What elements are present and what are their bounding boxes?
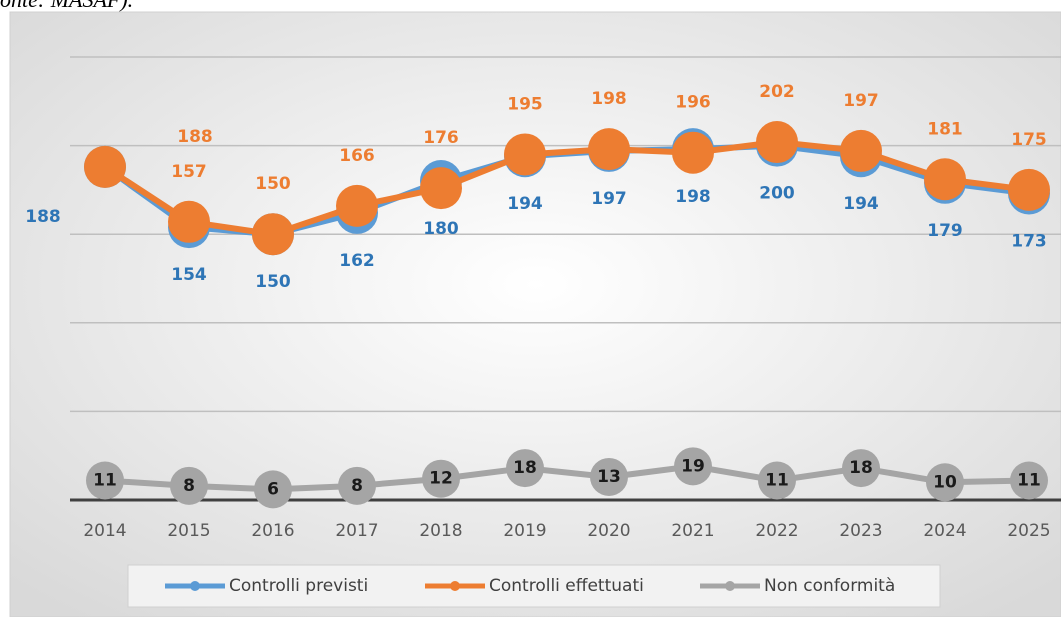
data-label: 196 bbox=[675, 93, 711, 113]
data-label: 181 bbox=[927, 119, 963, 139]
marker bbox=[254, 470, 292, 509]
data-label: 194 bbox=[843, 194, 879, 214]
legend-marker bbox=[725, 581, 735, 591]
x-tick-label: 2019 bbox=[503, 521, 546, 541]
data-label: 19 bbox=[681, 456, 705, 476]
data-label: 197 bbox=[843, 91, 879, 111]
data-label: 188 bbox=[25, 207, 61, 227]
marker bbox=[84, 145, 126, 188]
x-tick-label: 2014 bbox=[83, 521, 126, 541]
chart-panel bbox=[9, 11, 1061, 617]
marker bbox=[840, 129, 882, 172]
marker bbox=[842, 449, 880, 488]
x-tick-label: 2021 bbox=[671, 521, 714, 541]
x-tick-label: 2017 bbox=[335, 521, 378, 541]
data-label: 11 bbox=[1017, 471, 1041, 491]
marker bbox=[674, 447, 712, 486]
marker bbox=[588, 128, 630, 171]
x-tick-label: 2018 bbox=[419, 521, 462, 541]
marker bbox=[420, 167, 462, 210]
marker bbox=[86, 461, 124, 500]
x-tick-label: 2016 bbox=[251, 521, 294, 541]
marker bbox=[422, 459, 460, 498]
legend-marker bbox=[450, 581, 460, 591]
data-label: 12 bbox=[429, 469, 453, 489]
marker bbox=[336, 184, 378, 227]
data-label: 197 bbox=[591, 189, 627, 209]
data-label: 10 bbox=[933, 472, 957, 492]
data-label: 11 bbox=[93, 471, 117, 491]
data-label: 150 bbox=[255, 174, 291, 194]
data-label: 18 bbox=[513, 458, 537, 478]
data-label: 157 bbox=[171, 162, 207, 182]
data-label: 194 bbox=[507, 194, 543, 214]
x-tick-label: 2023 bbox=[839, 521, 882, 541]
data-label: 8 bbox=[183, 476, 195, 496]
x-tick-label: 2025 bbox=[1007, 521, 1050, 541]
x-tick-label: 2024 bbox=[923, 521, 966, 541]
marker bbox=[756, 121, 798, 164]
caption: onte: MASAF). bbox=[0, 0, 133, 12]
data-label: 11 bbox=[765, 471, 789, 491]
data-label: 198 bbox=[591, 89, 627, 109]
marker bbox=[506, 449, 544, 488]
data-label: 18 bbox=[849, 458, 873, 478]
data-label: 150 bbox=[255, 272, 291, 292]
data-label: 200 bbox=[759, 184, 795, 204]
x-tick-label: 2020 bbox=[587, 521, 630, 541]
data-label: 162 bbox=[339, 251, 375, 271]
data-label: 202 bbox=[759, 82, 795, 102]
data-label: 13 bbox=[597, 467, 621, 487]
legend-label: Controlli previsti bbox=[229, 576, 368, 596]
marker bbox=[590, 457, 628, 496]
data-label: 188 bbox=[177, 127, 213, 147]
data-label: 176 bbox=[423, 128, 459, 148]
marker bbox=[1008, 168, 1050, 211]
marker bbox=[338, 466, 376, 505]
data-label: 6 bbox=[267, 479, 279, 499]
marker bbox=[758, 461, 796, 500]
marker bbox=[504, 133, 546, 176]
data-label: 8 bbox=[351, 476, 363, 496]
data-label: 175 bbox=[1011, 130, 1047, 150]
marker bbox=[926, 463, 964, 502]
marker bbox=[924, 158, 966, 201]
data-label: 195 bbox=[507, 94, 543, 114]
legend-label: Controlli effettuati bbox=[489, 576, 644, 596]
legend-box bbox=[127, 564, 941, 608]
data-label: 154 bbox=[171, 265, 207, 285]
marker bbox=[170, 466, 208, 505]
marker bbox=[1010, 461, 1048, 500]
legend-marker bbox=[190, 581, 200, 591]
x-tick-label: 2022 bbox=[755, 521, 798, 541]
data-label: 166 bbox=[339, 146, 375, 166]
data-label: 173 bbox=[1011, 231, 1047, 251]
x-tick-label: 2015 bbox=[167, 521, 210, 541]
marker bbox=[252, 213, 294, 256]
marker bbox=[168, 200, 210, 243]
legend-label: Non conformità bbox=[764, 576, 895, 596]
data-label: 179 bbox=[927, 221, 963, 241]
data-label: 198 bbox=[675, 187, 711, 207]
data-label: 180 bbox=[423, 219, 459, 239]
marker bbox=[672, 131, 714, 174]
